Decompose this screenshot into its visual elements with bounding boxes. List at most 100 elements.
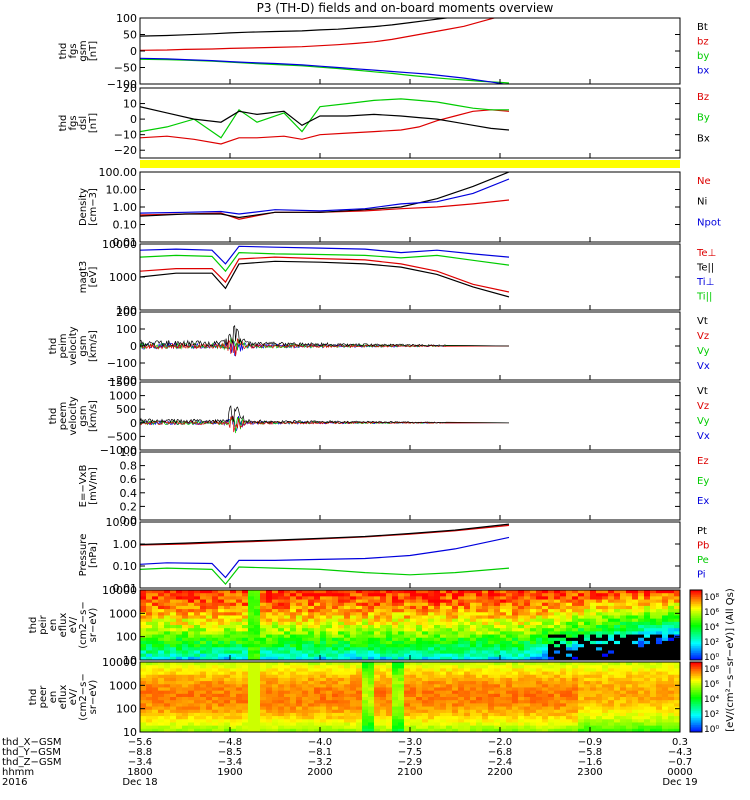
colorbar-cell	[690, 626, 702, 629]
y-tick-label: 0.10	[113, 560, 138, 573]
y-axis-label: fgs	[68, 115, 79, 130]
series-line-0	[140, 199, 510, 220]
y-tick-label: 0.10	[113, 219, 138, 232]
colorbar-cell	[690, 690, 702, 693]
colorbar-cell	[690, 644, 702, 647]
x-axis-value: −0.7	[668, 757, 692, 768]
colorbar-cell	[690, 654, 702, 657]
y-tick-label: 0.4	[120, 487, 138, 500]
colorbar-frame	[689, 661, 703, 733]
plot-title: P3 (TH-D) fields and on-board moments ov…	[257, 1, 554, 15]
colorbar-cell	[690, 719, 702, 722]
colorbar-cell	[690, 714, 702, 717]
colorbar-cell	[690, 618, 702, 621]
colorbar-cell	[690, 711, 702, 714]
y-axis-label: fgs	[68, 43, 79, 58]
y-tick-label: 10000	[102, 656, 137, 669]
x-axis-value: −4.0	[308, 737, 332, 748]
colorbar-cell	[690, 653, 702, 656]
colorbar-cell	[690, 700, 702, 703]
y-tick-label: 0.0	[120, 514, 138, 527]
colorbar-cell	[690, 709, 702, 712]
y-tick-label: 10	[123, 726, 137, 739]
y-axis-label: [cm−3]	[88, 188, 99, 226]
colorbar-cell	[690, 619, 702, 622]
legend-entry: Vt	[697, 316, 708, 327]
colorbar-cell	[690, 667, 702, 670]
y-axis-label: thd	[58, 43, 69, 60]
colorbar-cell	[690, 662, 702, 665]
legend-entry: Vz	[697, 331, 709, 342]
colorbar-cell	[690, 721, 702, 724]
y-tick-label: 10	[123, 98, 137, 111]
x-axis-value: 2100	[397, 767, 422, 778]
colorbar-tick-label: 10²	[704, 710, 719, 720]
series-line-2	[140, 536, 510, 579]
legend-entry: Vy	[697, 416, 710, 427]
y-axis-label: magt3	[78, 261, 89, 294]
y-axis-label: [eV]	[88, 267, 99, 288]
colorbar-cell	[690, 670, 702, 673]
y-tick-label: 100.00	[99, 166, 138, 179]
colorbar-cell	[690, 707, 702, 710]
x-axis-value: −3.0	[398, 737, 422, 748]
colorbar-cell	[690, 691, 702, 694]
panel-plot-area	[140, 18, 510, 84]
x-axis-value: 2200	[487, 767, 512, 778]
colorbar-cell	[690, 593, 702, 596]
x-axis-value: 0.3	[672, 737, 688, 748]
colorbar-cell	[690, 605, 702, 608]
x-axis-value: 0000	[667, 767, 692, 778]
y-tick-label: 0.6	[120, 473, 138, 486]
velocity-trace-3	[140, 405, 510, 424]
x-axis-value: −6.8	[488, 747, 512, 758]
legend-entry: Ey	[697, 476, 709, 487]
y-tick-label: 10000	[102, 238, 137, 251]
y-tick-label: 0	[130, 45, 137, 58]
colorbar-cell	[690, 723, 702, 726]
x-axis-value: −8.8	[128, 747, 152, 758]
legend-entry: Pe	[697, 555, 709, 566]
colorbar-cell	[690, 695, 702, 698]
velocity-trace-1	[140, 416, 510, 434]
colorbar-cell	[690, 604, 702, 607]
x-axis-value: Dec 18	[122, 777, 157, 788]
y-tick-label: 1000	[109, 679, 137, 692]
colorbar-cell	[690, 702, 702, 705]
panel-plot-area	[140, 325, 510, 357]
y-axis-label: peer	[38, 685, 49, 709]
y-tick-label: 500	[116, 403, 137, 416]
x-axis-value: −0.9	[578, 737, 602, 748]
y-tick-label: 100	[116, 631, 137, 644]
y-tick-label: 1.00	[113, 201, 138, 214]
y-tick-label: 10000	[102, 584, 137, 597]
colorbar-cell	[690, 677, 702, 680]
panel-frame	[139, 17, 681, 85]
y-tick-label: 50	[123, 29, 137, 42]
colorbar-cell	[690, 674, 702, 677]
y-axis-label: peim	[58, 333, 69, 358]
y-tick-label: 0	[130, 113, 137, 126]
x-axis-row-label: hhmm	[2, 767, 34, 778]
colorbar-cell	[690, 600, 702, 603]
series-line-0	[140, 524, 510, 546]
y-axis-label: en	[48, 691, 59, 704]
colorbar-cell	[690, 681, 702, 684]
legend-entry: Vx	[697, 361, 710, 372]
y-axis-label: eV/	[68, 688, 79, 705]
colorbar-cell	[690, 698, 702, 701]
panel-plot-area	[140, 590, 680, 660]
x-axis-value: −5.8	[578, 747, 602, 758]
y-axis-label: eV/	[68, 616, 79, 633]
colorbar-cell	[690, 688, 702, 691]
y-axis-label: [km/s]	[88, 330, 99, 362]
colorbar-tick-label: 10⁴	[704, 695, 719, 705]
y-axis-label: (cm2−s−	[78, 673, 89, 720]
panel-temperature: 10000 1000 100 magt3 [eV] Te⊥ Te|| Ti⊥ Ti||	[78, 238, 716, 317]
y-axis-label: en	[48, 619, 59, 632]
panel-peer-eflux: 10000 1000 100 10 thd peer en eflux eV/(cm2−s− sr…	[28, 656, 681, 739]
status-bar-fill	[140, 160, 680, 168]
y-axis-label: gsm	[78, 335, 89, 356]
colorbar-tick-label: 10⁶	[704, 680, 719, 690]
colorbar-tick-label: 10⁸	[704, 593, 719, 603]
